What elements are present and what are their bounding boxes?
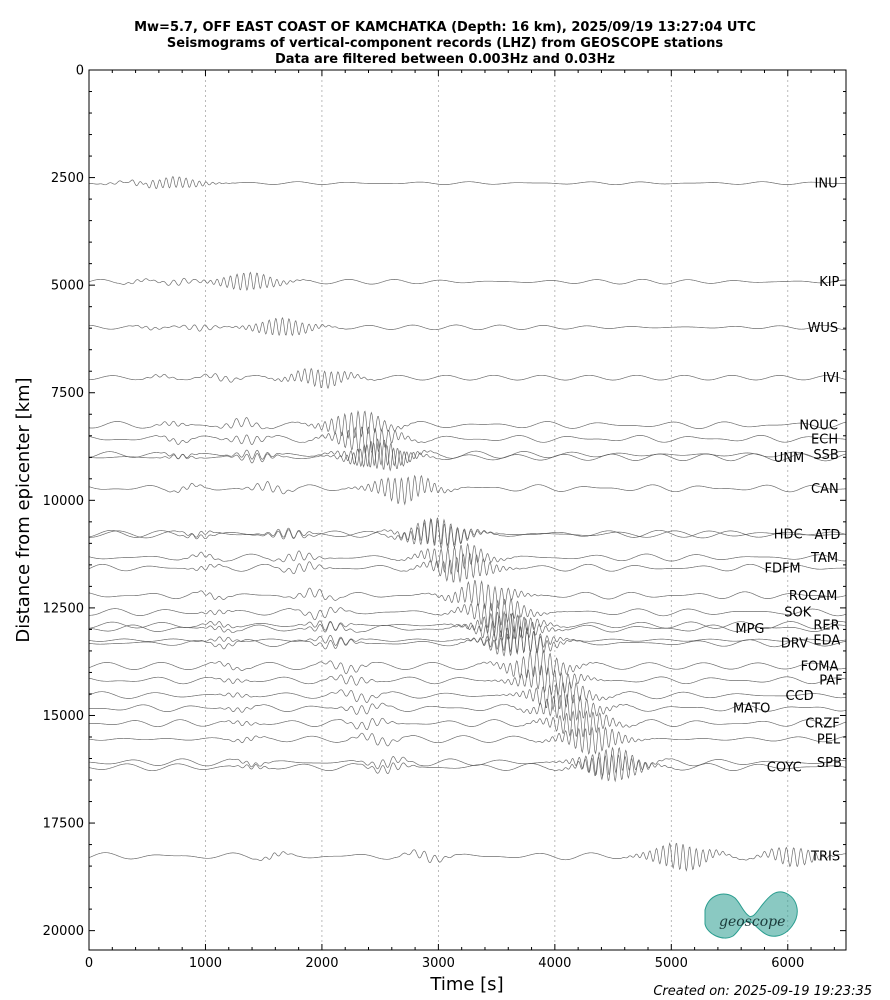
station-label-mpg: MPG [735,622,764,637]
y-tick-label: 12500 [43,601,84,616]
y-tick-label: 10000 [43,494,84,509]
trace-rer [89,610,846,641]
trace-paf [88,664,846,697]
station-label-ccd: CCD [785,689,813,704]
trace-sok [88,597,846,629]
y-tick-label: 15000 [43,709,84,724]
x-tick-label: 3000 [422,956,455,971]
x-tick-label: 1000 [189,956,222,971]
x-tick-label: 6000 [771,956,804,971]
trace-tam [88,542,846,576]
station-label-mato: MATO [733,702,770,717]
chart-title-line-2: Seismograms of vertical-component record… [167,36,723,51]
trace-nouc [88,410,846,440]
x-tick-label: 5000 [655,956,688,971]
trace-rocam [88,579,846,612]
station-label-foma: FOMA [801,659,839,674]
station-label-coyc: COYC [767,761,802,776]
x-tick-label: 2000 [305,956,338,971]
trace-kip [88,271,846,292]
trace-ssb [88,438,846,468]
station-label-tam: TAM [810,551,838,566]
trace-inu [88,175,846,190]
trace-mpg [88,612,846,642]
y-tick-label: 17500 [43,817,84,832]
y-tick-label: 2500 [51,171,84,186]
trace-foma [88,648,846,680]
station-label-wus: WUS [808,321,839,336]
trace-fdfm [88,552,846,584]
trace-crzf [89,709,846,738]
grid-lines [205,70,789,950]
station-label-inu: INU [815,177,838,192]
y-tick-label: 20000 [43,924,84,939]
trace-spb [88,746,846,778]
y-axis-label: Distance from epicenter [km] [13,377,34,642]
trace-can [88,474,846,506]
station-label-rer: RER [813,619,839,634]
trace-ivi [89,367,846,390]
trace-ech [88,426,846,454]
trace-hdc [88,517,846,547]
trace-unm [88,441,846,472]
station-label-paf: PAF [819,674,842,689]
y-tick-label: 0 [76,64,84,79]
station-label-hdc: HDC [774,527,803,542]
y-ticks: 0 2500 5000 7500 10000 12500 15000 17500 20000 [43,64,846,939]
x-tick-label: 4000 [538,956,571,971]
x-ticks: 0 1000 2000 3000 4000 5000 6000 [85,70,835,971]
trace-drv [88,626,846,657]
x-axis-label: Time [s] [429,974,503,995]
created-timestamp: Created on: 2025-09-19 19:23:35 [653,984,872,999]
station-label-rocam: ROCAM [789,589,837,604]
station-label-pel: PEL [817,733,841,748]
station-label-ssb: SSB [813,448,838,463]
station-label-ivi: IVI [823,371,840,386]
station-label-unm: UNM [774,451,804,466]
x-tick-label: 0 [85,956,93,971]
trace-tris [88,842,846,872]
trace-coyc [88,753,846,783]
station-label-atd: ATD [815,528,841,543]
trace-wus [89,316,846,337]
chart-title-line-3: Data are filtered between 0.003Hz and 0.… [275,52,615,67]
station-label-nouc: NOUC [799,419,838,434]
station-label-can: CAN [811,482,839,497]
station-label-sok: SOK [784,606,811,621]
trace-atd [89,518,846,550]
y-tick-label: 7500 [51,386,84,401]
station-label-ech: ECH [811,432,838,447]
trace-pel [88,726,846,755]
trace-mato [88,693,846,722]
station-label-eda: EDA [813,634,840,649]
plot-frame [88,69,847,951]
chart-title-line-1: Mw=5.7, OFF EAST COAST OF KAMCHATKA (Dep… [134,20,756,35]
logo-globe-shape [704,891,798,939]
station-label-tris: TRIS [810,850,840,865]
trace-ccd [88,680,846,712]
station-label-kip: KIP [819,275,839,290]
station-label-spb: SPB [817,756,842,771]
station-label-drv: DRV [781,637,808,652]
y-tick-label: 5000 [51,279,84,294]
seismogram-traces [88,175,846,872]
trace-eda [88,624,846,654]
station-label-crzf: CRZF [805,717,840,732]
logo-text: geoscope [719,914,785,930]
station-label-fdfm: FDFM [764,561,800,576]
geoscope-logo: geoscope [704,891,798,939]
